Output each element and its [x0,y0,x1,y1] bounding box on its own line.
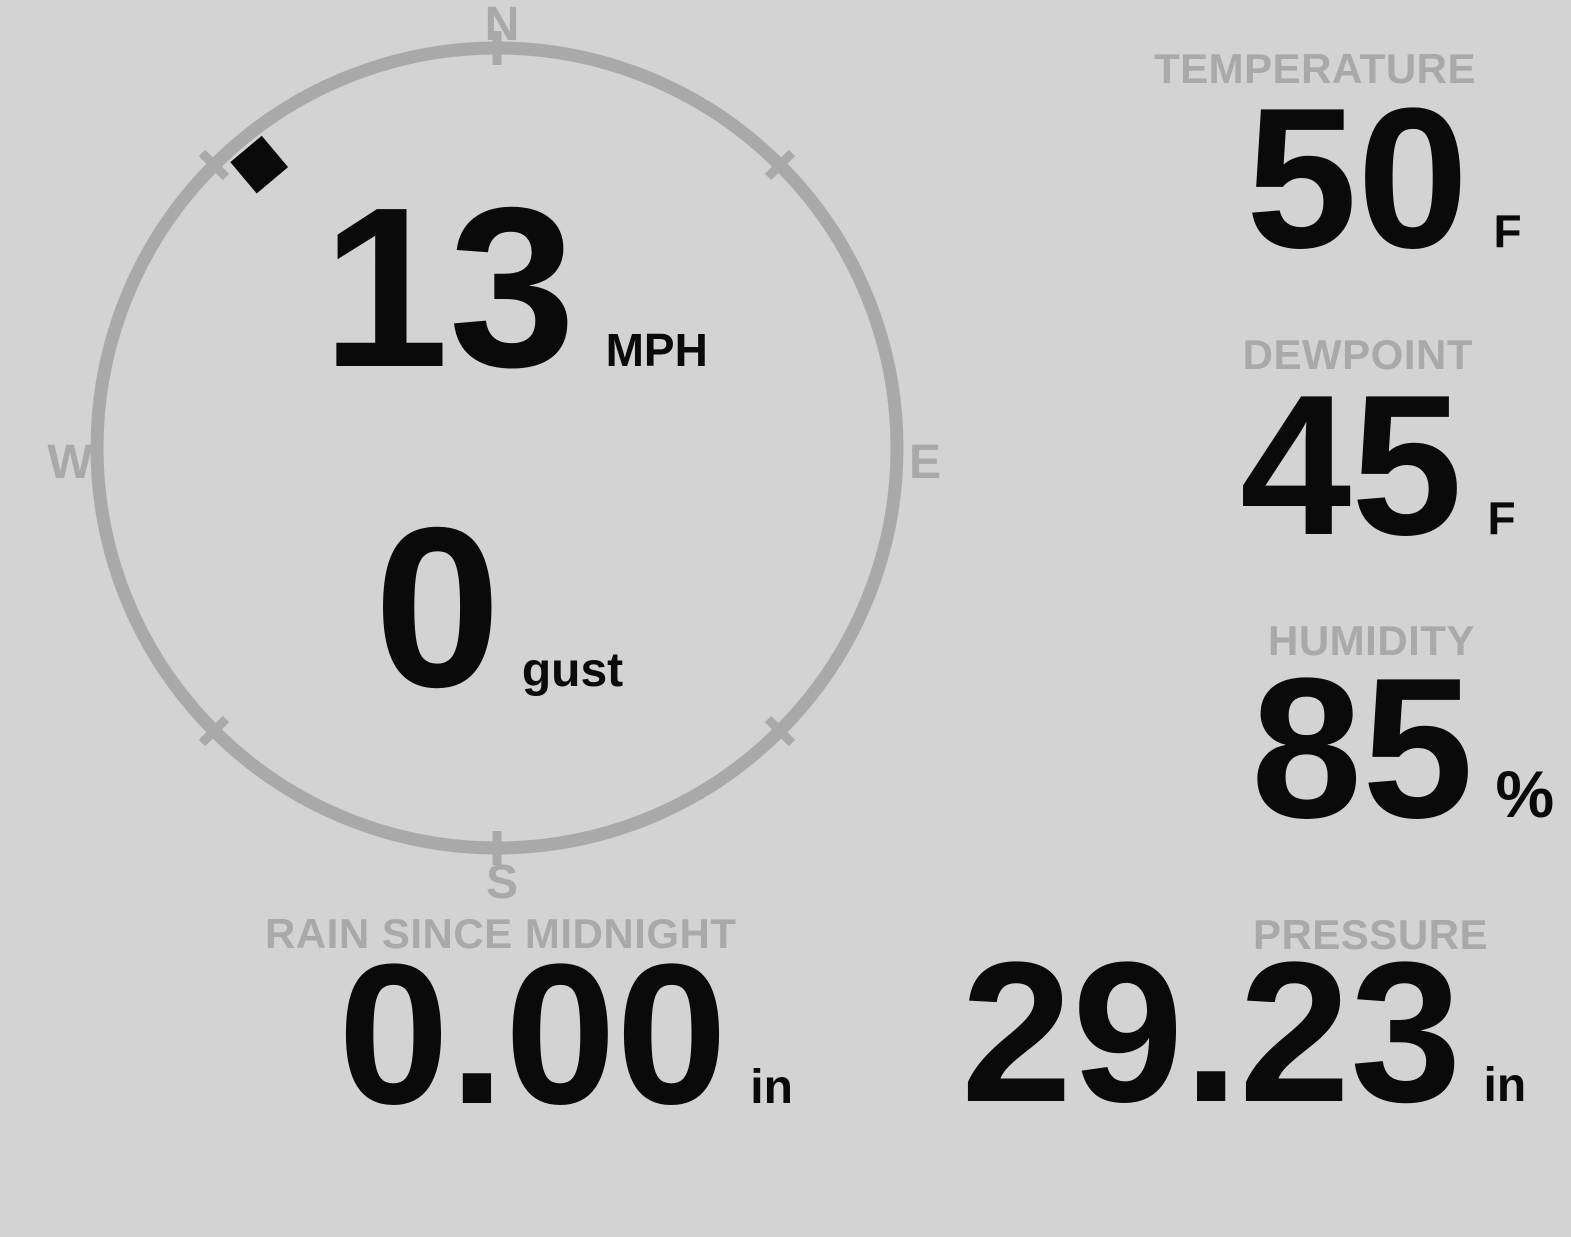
wind-direction-pointer [230,135,289,194]
compass-east-label: E [909,436,941,489]
pressure-reading: 29.23 in [961,933,1526,1133]
compass-tick-ne [764,149,796,181]
rain-reading: 0.00 in [338,935,793,1135]
humidity-label: HUMIDITY [1268,617,1475,664]
wind-gust-value: 0 [374,481,501,735]
temperature-label: TEMPERATURE [1153,45,1476,92]
dewpoint-reading: 45 F [1240,366,1516,566]
wind-gust-unit: gust [521,644,624,697]
wind-compass: N E S W [47,0,941,909]
dewpoint-unit: F [1487,492,1516,544]
humidity-value: 85 [1251,637,1474,860]
dewpoint-label: DEWPOINT [1242,331,1473,378]
compass-north-label: N [485,0,520,51]
pressure-unit: in [1483,1059,1527,1112]
rain-unit: in [750,1061,793,1114]
pressure-value: 29.23 [961,921,1462,1144]
wind-speed-unit: MPH [605,324,708,376]
compass-tick-nw [198,149,230,181]
compass-west-label: W [47,436,93,489]
compass-tick-se [764,715,796,747]
temperature-value: 50 [1246,67,1469,290]
humidity-reading: 85 % [1251,649,1554,849]
compass-south-label: S [486,856,518,909]
compass-ticks [198,31,796,865]
temperature-unit: F [1493,205,1522,257]
rain-label: RAIN SINCE MIDNIGHT [265,910,737,957]
temperature-reading: 50 F [1246,79,1522,279]
wind-speed: 13 MPH [322,174,708,402]
dewpoint-value: 45 [1240,354,1463,577]
humidity-unit: % [1495,757,1555,831]
pressure-label: PRESSURE [1252,911,1488,958]
wind-speed-value: 13 [322,161,576,415]
rain-value: 0.00 [338,923,728,1146]
wind-gust: 0 gust [374,494,623,722]
compass-tick-sw [198,715,230,747]
